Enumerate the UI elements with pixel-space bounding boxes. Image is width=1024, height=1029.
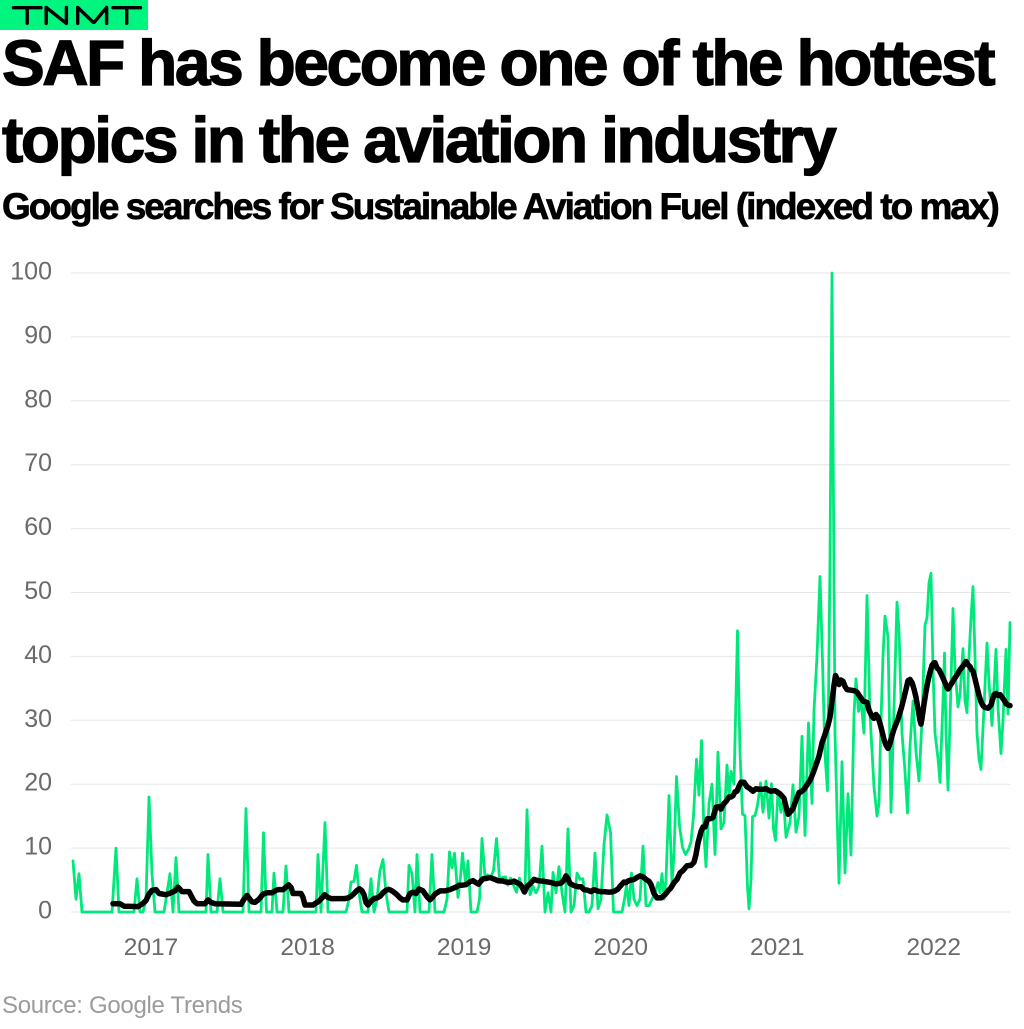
svg-text:70: 70 bbox=[24, 449, 52, 477]
svg-text:50: 50 bbox=[24, 577, 52, 605]
svg-text:40: 40 bbox=[24, 641, 52, 669]
svg-text:2017: 2017 bbox=[124, 934, 179, 961]
svg-text:Google searches for Sustainabl: Google searches for Sustainable Aviation… bbox=[2, 186, 999, 227]
svg-text:Source: Google Trends: Source: Google Trends bbox=[2, 992, 243, 1019]
svg-text:topics in the aviation industr: topics in the aviation industry bbox=[2, 104, 837, 176]
svg-text:2018: 2018 bbox=[280, 934, 335, 961]
svg-text:2021: 2021 bbox=[750, 934, 805, 961]
svg-text:2020: 2020 bbox=[593, 934, 648, 961]
svg-text:90: 90 bbox=[24, 321, 52, 349]
svg-text:80: 80 bbox=[24, 385, 52, 413]
svg-text:0: 0 bbox=[38, 897, 52, 925]
svg-text:SAF has become one of the hott: SAF has become one of the hottest bbox=[2, 27, 995, 99]
svg-text:60: 60 bbox=[24, 513, 52, 541]
svg-text:10: 10 bbox=[24, 833, 52, 861]
svg-text:100: 100 bbox=[10, 258, 52, 286]
svg-text:2019: 2019 bbox=[437, 934, 492, 961]
svg-text:20: 20 bbox=[24, 769, 52, 797]
svg-text:2022: 2022 bbox=[907, 934, 962, 961]
svg-text:30: 30 bbox=[24, 705, 52, 733]
